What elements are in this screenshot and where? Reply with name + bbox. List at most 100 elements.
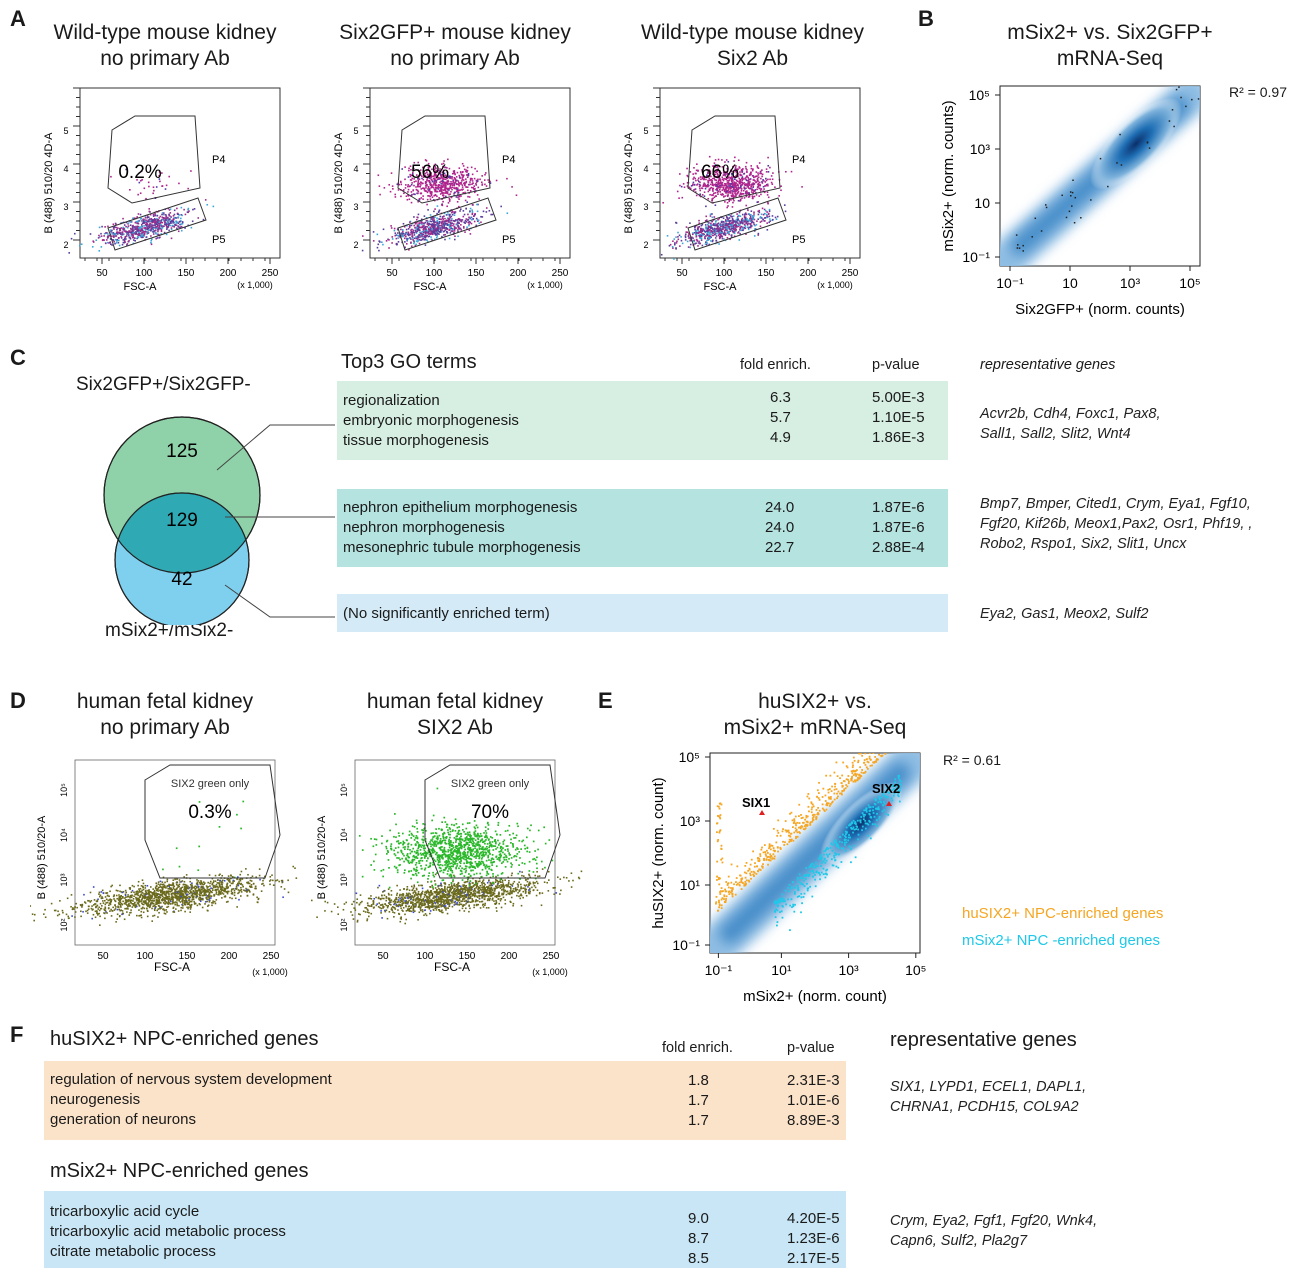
event-dot (697, 245, 699, 247)
event-dot (442, 196, 445, 199)
x-tick-label: 100 (137, 951, 154, 962)
event-dot (747, 192, 749, 194)
event-dot (432, 232, 435, 235)
event-dot (442, 169, 445, 172)
event-dot (757, 213, 760, 216)
event-dot (736, 192, 739, 194)
event-dot (737, 215, 739, 218)
event-dot (123, 240, 126, 242)
event-dot (715, 220, 717, 223)
event-dot (712, 197, 714, 200)
event-dot (190, 906, 192, 909)
event-dot (121, 910, 124, 912)
event-dot (470, 216, 473, 219)
event-dot (144, 902, 147, 905)
event-dot (132, 228, 134, 230)
event-dot (449, 216, 452, 219)
event-dot (440, 231, 443, 233)
event-dot (377, 174, 380, 177)
event-dot (445, 183, 448, 185)
event-dot (118, 900, 121, 903)
event-dot (168, 894, 170, 896)
event-dot (738, 219, 741, 222)
event-dot (753, 211, 755, 214)
event-dot (231, 876, 234, 878)
event-dot (153, 908, 156, 910)
event-dot (481, 183, 484, 185)
event-dot (104, 899, 106, 902)
event-dot (163, 225, 165, 227)
event-dot (121, 243, 124, 246)
event-dot (111, 231, 113, 234)
event-dot (67, 915, 70, 918)
event-dot (432, 186, 435, 189)
event-dot (139, 227, 142, 230)
event-dot (418, 197, 421, 200)
event-dot (722, 217, 725, 220)
event-dot (158, 236, 161, 239)
event-dot (163, 220, 166, 222)
event-dot (397, 241, 400, 243)
event-dot (123, 902, 126, 905)
event-dot (149, 905, 151, 908)
event-dot (427, 235, 430, 238)
event-dot (404, 246, 406, 249)
event-dot (396, 183, 399, 186)
event-dot (178, 879, 181, 881)
event-dot (420, 218, 423, 221)
event-dot (200, 886, 202, 889)
event-dot (262, 879, 264, 882)
event-dot (728, 197, 731, 200)
event-dot (744, 213, 747, 215)
event-dot (202, 891, 204, 893)
event-dot (426, 222, 429, 224)
event-dot (456, 190, 459, 192)
event-dot (716, 176, 719, 179)
event-dot (708, 233, 710, 235)
event-dot (444, 181, 447, 184)
event-dot (458, 167, 461, 169)
event-dot (198, 896, 201, 899)
event-dot (676, 240, 678, 243)
event-dot (425, 159, 428, 162)
event-dot (681, 242, 684, 245)
event-dot (422, 231, 425, 234)
outlier-dot (1065, 216, 1068, 219)
event-dot (737, 225, 740, 228)
event-dot (456, 188, 458, 191)
event-dot (765, 183, 768, 186)
event-dot (724, 184, 727, 187)
event-dot (429, 190, 431, 193)
event-dot (410, 230, 413, 233)
event-dot (725, 215, 728, 218)
event-dot (180, 217, 182, 220)
event-dot (156, 894, 159, 896)
event-dot (745, 218, 747, 220)
event-dot (453, 170, 456, 172)
event-dot (436, 178, 439, 181)
event-dot (412, 193, 415, 195)
event-dot (165, 887, 167, 889)
event-dot (416, 224, 419, 226)
event-dot (115, 238, 117, 241)
event-dot (419, 226, 421, 229)
event-dot (122, 217, 124, 220)
event-dot (173, 901, 175, 904)
event-dot (438, 222, 441, 225)
event-dot (239, 895, 242, 897)
event-dot (721, 228, 724, 231)
event-dot (400, 235, 403, 237)
event-dot (704, 243, 707, 245)
event-dot (438, 184, 441, 186)
event-dot (483, 179, 486, 181)
event-dot (727, 185, 730, 187)
event-dot (173, 217, 176, 219)
event-dot (416, 230, 419, 233)
event-dot (121, 221, 124, 224)
event-dot (120, 906, 122, 908)
event-dot (776, 215, 779, 218)
event-dot (704, 230, 707, 233)
pvalue-header: p-value (872, 357, 920, 373)
event-dot (113, 236, 115, 238)
event-dot (132, 217, 134, 220)
